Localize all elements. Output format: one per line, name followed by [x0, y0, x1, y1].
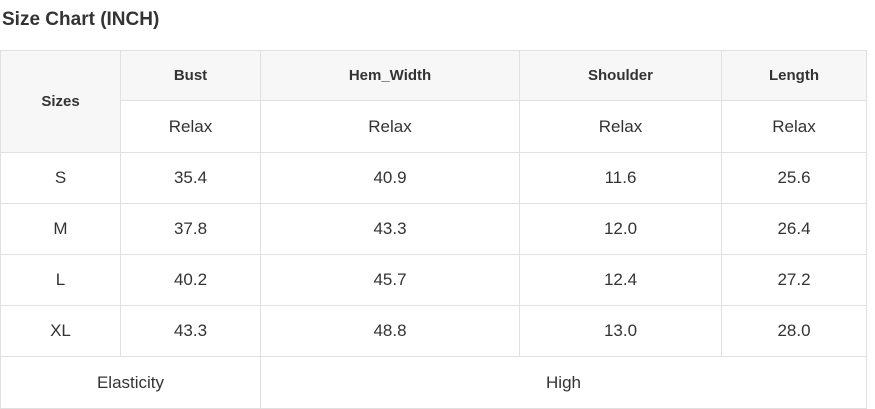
value-length: 25.6: [721, 152, 867, 204]
value-hem-width: 45.7: [260, 254, 520, 306]
fit-type-row: Relax Relax Relax Relax: [1, 100, 867, 153]
size-chart-table: Sizes Bust Hem_Width Shoulder Length Rel…: [0, 50, 867, 409]
size-label: M: [0, 203, 121, 255]
size-label: XL: [0, 305, 121, 357]
value-hem-width: 48.8: [260, 305, 520, 357]
value-length: 28.0: [721, 305, 867, 357]
elasticity-label: Elasticity: [0, 356, 261, 409]
size-label: S: [0, 152, 121, 204]
value-bust: 35.4: [120, 152, 261, 204]
column-header-bust: Bust: [120, 50, 261, 101]
value-hem-width: 40.9: [260, 152, 520, 204]
value-hem-width: 43.3: [260, 203, 520, 255]
size-label: L: [0, 254, 121, 306]
fit-cell-bust: Relax: [120, 100, 261, 153]
value-length: 27.2: [721, 254, 867, 306]
column-header-length: Length: [721, 50, 867, 101]
fit-cell-length: Relax: [721, 100, 867, 153]
value-shoulder: 12.0: [519, 203, 722, 255]
measure-header-row: Sizes Bust Hem_Width Shoulder Length: [0, 50, 867, 153]
value-bust: 43.3: [120, 305, 261, 357]
size-row-l: L 40.2 45.7 12.4 27.2: [0, 254, 867, 306]
size-row-s: S 35.4 40.9 11.6 25.6: [0, 152, 867, 204]
fit-cell-hem-width: Relax: [260, 100, 520, 153]
column-header-shoulder: Shoulder: [519, 50, 722, 101]
size-row-xl: XL 43.3 48.8 13.0 28.0: [0, 305, 867, 357]
value-length: 26.4: [721, 203, 867, 255]
value-shoulder: 11.6: [519, 152, 722, 204]
value-bust: 40.2: [120, 254, 261, 306]
value-shoulder: 12.4: [519, 254, 722, 306]
value-shoulder: 13.0: [519, 305, 722, 357]
elasticity-row: Elasticity High: [0, 356, 867, 409]
size-row-m: M 37.8 43.3 12.0 26.4: [0, 203, 867, 255]
page-title: Size Chart (INCH): [2, 9, 160, 30]
fit-cell-shoulder: Relax: [519, 100, 722, 153]
column-header-hem-width: Hem_Width: [260, 50, 520, 101]
sizes-column-header: Sizes: [0, 50, 121, 153]
elasticity-value: High: [260, 356, 867, 409]
value-bust: 37.8: [120, 203, 261, 255]
